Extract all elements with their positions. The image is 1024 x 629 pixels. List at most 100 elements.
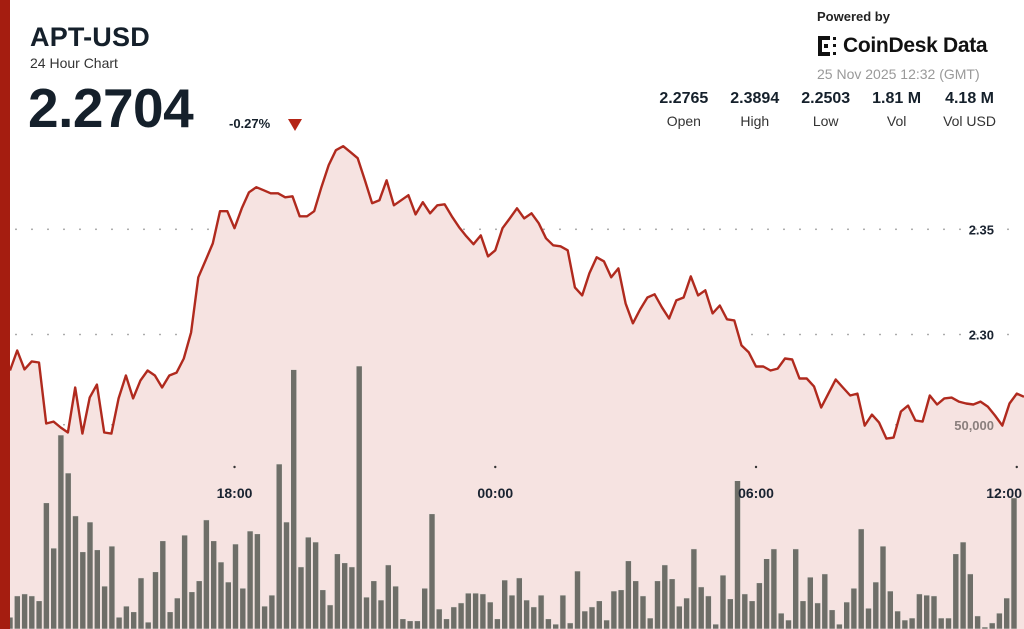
volume-bar xyxy=(617,589,625,629)
volume-bar xyxy=(588,606,596,629)
volume-bar xyxy=(726,598,734,629)
volume-bar xyxy=(705,595,712,629)
x-axis-labels: 18:00 00:00 06:00 12:00 xyxy=(217,465,1022,501)
price-gridline-dot xyxy=(1007,333,1009,336)
price-gridline-dot xyxy=(831,333,833,336)
volume-bar xyxy=(406,620,414,629)
volume-bar xyxy=(319,589,327,629)
volume-bar xyxy=(188,591,196,629)
price-gridline-dot xyxy=(15,228,17,231)
volume-bar xyxy=(101,585,108,629)
volume-bar xyxy=(923,594,931,629)
price-gridline-dot xyxy=(799,228,801,231)
price-gridline-dot xyxy=(79,333,81,336)
price-gridline-dot xyxy=(495,228,497,231)
volume-bar xyxy=(14,595,21,629)
volume-bar xyxy=(399,618,407,629)
volume-bar xyxy=(28,595,36,629)
price-gridline-dot xyxy=(111,228,113,231)
stat-low: 2.2503 Low xyxy=(801,90,850,129)
x-tick-label: 06:00 xyxy=(738,485,774,501)
volume-bar xyxy=(603,619,610,629)
price-gridline-dot xyxy=(735,228,737,231)
powered-by-label: Powered by xyxy=(817,9,890,24)
volume-bar xyxy=(384,564,392,629)
stat-high: 2.3894 High xyxy=(730,90,779,129)
volume-bar xyxy=(654,580,661,629)
volume-bar xyxy=(552,623,560,629)
volume-bar xyxy=(144,621,152,629)
volume-bar xyxy=(828,609,836,629)
volume-bar xyxy=(843,601,851,629)
price-gridline-dot xyxy=(159,228,161,231)
volume-bar xyxy=(268,594,276,629)
volume-bar xyxy=(275,463,283,629)
volume-bar xyxy=(246,530,254,629)
volume-bar xyxy=(894,610,901,629)
volume-bar xyxy=(996,612,1003,629)
price-gridline-dot xyxy=(975,228,977,231)
volume-bar xyxy=(21,593,28,629)
volume-bar xyxy=(814,602,821,629)
volume-bar xyxy=(130,611,137,629)
volume-bar xyxy=(748,600,756,629)
volume-bar xyxy=(959,541,967,629)
volume-bar xyxy=(377,599,385,629)
volume-bar xyxy=(595,600,603,629)
price-gridline-dot xyxy=(751,228,753,231)
volume-bar xyxy=(326,604,334,629)
price-gridline-dot xyxy=(799,333,801,336)
price-gridline-dot xyxy=(159,333,161,336)
volume-bar xyxy=(174,597,181,629)
volume-bar xyxy=(472,592,479,629)
volume-bar xyxy=(683,597,690,629)
volume-bar xyxy=(523,599,530,629)
volume-bar xyxy=(639,595,647,629)
volume-bar xyxy=(675,605,683,629)
price-gridline-dot xyxy=(703,228,705,231)
price-gridline-dot xyxy=(671,228,673,231)
volume-bar xyxy=(261,605,268,629)
price-gridline-dot xyxy=(191,228,193,231)
triangle-down-icon xyxy=(288,119,302,131)
x-tick-label: 00:00 xyxy=(477,485,513,501)
x-tick-mark xyxy=(494,465,497,469)
volume-bar xyxy=(785,619,792,629)
price-gridline-dot xyxy=(79,228,81,231)
x-tick-label: 12:00 xyxy=(986,485,1022,501)
volume-bar xyxy=(443,618,450,629)
volume-bar xyxy=(421,587,429,629)
price-gridline-dot xyxy=(719,228,721,231)
price-gridline-dot xyxy=(31,333,33,336)
price-gridline-dot xyxy=(943,228,945,231)
price-gridline-dot xyxy=(959,228,961,231)
logo-text: CoinDesk Data xyxy=(843,34,988,57)
price-gridline-dot xyxy=(63,228,65,231)
price-gridline-dot xyxy=(463,228,465,231)
price-gridline-dot xyxy=(959,333,961,336)
stat-label: Low xyxy=(812,113,839,129)
volume-bar xyxy=(290,369,298,629)
volume-bar xyxy=(646,617,654,629)
volume-bar xyxy=(974,615,981,629)
price-gridline-dot xyxy=(783,333,785,336)
volume-bar xyxy=(450,606,458,629)
volume-bar xyxy=(756,582,763,629)
volume-bar xyxy=(64,472,72,629)
price-gridline-dot xyxy=(975,333,977,336)
volume-bar xyxy=(35,600,43,629)
price-gridline-dot xyxy=(895,333,897,336)
volume-bar xyxy=(901,619,909,629)
stat-label: Vol USD xyxy=(943,113,996,129)
stat-value: 2.2765 xyxy=(659,90,709,107)
volume-bar xyxy=(632,580,640,629)
volume-bar xyxy=(537,594,545,629)
chart-subtitle: 24 Hour Chart xyxy=(30,55,118,71)
volume-bar xyxy=(777,612,785,629)
price-gridline-dot xyxy=(911,228,913,231)
price-gridline-dot xyxy=(591,228,593,231)
price-gridline-dot xyxy=(767,228,769,231)
current-price: 2.2704 xyxy=(28,77,194,139)
price-gridline-dot xyxy=(559,228,561,231)
